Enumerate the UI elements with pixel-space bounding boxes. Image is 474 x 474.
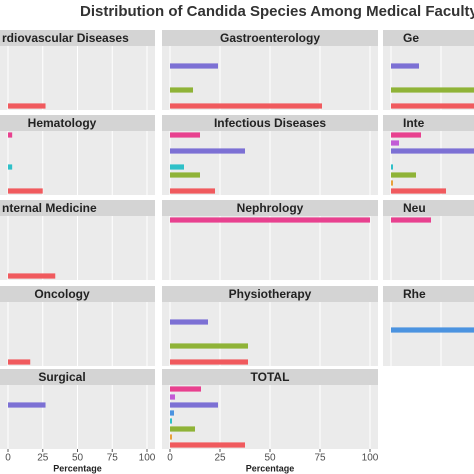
x-tick-label: 100	[362, 453, 379, 464]
facet-strip	[383, 115, 474, 131]
bar	[391, 148, 474, 154]
panel-background	[383, 46, 474, 110]
bar	[170, 188, 215, 194]
bar	[170, 434, 172, 440]
bar	[391, 180, 393, 186]
facet-title: Hematology	[28, 116, 97, 130]
facet-title: Oncology	[34, 287, 90, 301]
bar	[170, 132, 200, 138]
panel-background	[383, 302, 474, 366]
facet-title: TOTAL	[251, 370, 290, 384]
facet-strip	[162, 115, 378, 131]
facet-title: Neu	[403, 201, 426, 215]
bar	[391, 327, 474, 333]
x-tick-label: 100	[139, 453, 156, 464]
bar	[170, 418, 172, 424]
bar	[170, 217, 370, 223]
bar	[170, 402, 218, 408]
bar	[8, 103, 46, 109]
bar	[8, 132, 13, 138]
bar	[170, 426, 195, 432]
x-axis-label: Percentage	[53, 463, 102, 473]
facet-title: Ge	[403, 31, 419, 45]
facet-title: Infectious Diseases	[214, 116, 326, 130]
x-tick-label: 75	[314, 453, 326, 464]
facet-strip	[383, 30, 474, 46]
bar	[170, 103, 322, 109]
bar	[391, 87, 474, 93]
bar	[391, 217, 431, 223]
facet-title: Inte	[403, 116, 425, 130]
x-tick-label: 75	[107, 453, 119, 464]
facet-strip	[162, 30, 378, 46]
bar	[170, 343, 248, 349]
facet-strip	[0, 30, 155, 46]
facet-strip	[0, 286, 155, 302]
facet-strip	[162, 369, 378, 385]
facet-title: Physiotherapy	[229, 287, 312, 301]
bar	[170, 410, 174, 416]
x-tick-label: 50	[264, 453, 276, 464]
x-tick-label: 25	[37, 453, 49, 464]
facet-title: nternal Medicine	[2, 201, 97, 215]
bar	[170, 442, 245, 448]
facet-strip	[0, 200, 155, 216]
x-tick-label: 0	[5, 453, 11, 464]
bar	[170, 386, 201, 392]
bar	[391, 188, 446, 194]
panel-background	[383, 216, 474, 280]
x-axis-label: Percentage	[246, 463, 295, 473]
x-tick-label: 0	[167, 453, 173, 464]
facet-strip	[383, 200, 474, 216]
x-tick-label: 50	[72, 453, 84, 464]
x-tick-label: 25	[214, 453, 226, 464]
facet-strip	[0, 369, 155, 385]
facet-grid: rdiovascular Diseases Gastroenterology Ge H…	[0, 30, 474, 473]
facet-title: Surgical	[38, 370, 85, 384]
facet-title: Rhe	[403, 287, 426, 301]
bar	[8, 164, 13, 170]
facet-strip	[162, 200, 378, 216]
bar	[8, 402, 46, 408]
bar	[170, 172, 200, 178]
bar	[170, 87, 193, 93]
bar	[391, 172, 416, 178]
bar	[391, 164, 393, 170]
bar	[391, 63, 419, 69]
bar	[8, 359, 31, 365]
bar	[170, 63, 218, 69]
bar	[391, 132, 421, 138]
facet-title: rdiovascular Diseases	[2, 31, 129, 45]
facet-title: Nephrology	[237, 201, 304, 215]
bar	[391, 140, 399, 146]
bar	[170, 359, 248, 365]
bar	[170, 319, 208, 325]
bar	[391, 103, 474, 109]
chart-title: Distribution of Candida Species Among Me…	[80, 3, 474, 20]
bar	[170, 394, 175, 400]
facet-strip	[162, 286, 378, 302]
facet-strip	[383, 286, 474, 302]
facet-strip	[0, 115, 155, 131]
bar	[8, 273, 56, 279]
bar	[8, 188, 43, 194]
facet-title: Gastroenterology	[220, 31, 320, 45]
bar	[170, 148, 245, 154]
bar	[170, 164, 184, 170]
